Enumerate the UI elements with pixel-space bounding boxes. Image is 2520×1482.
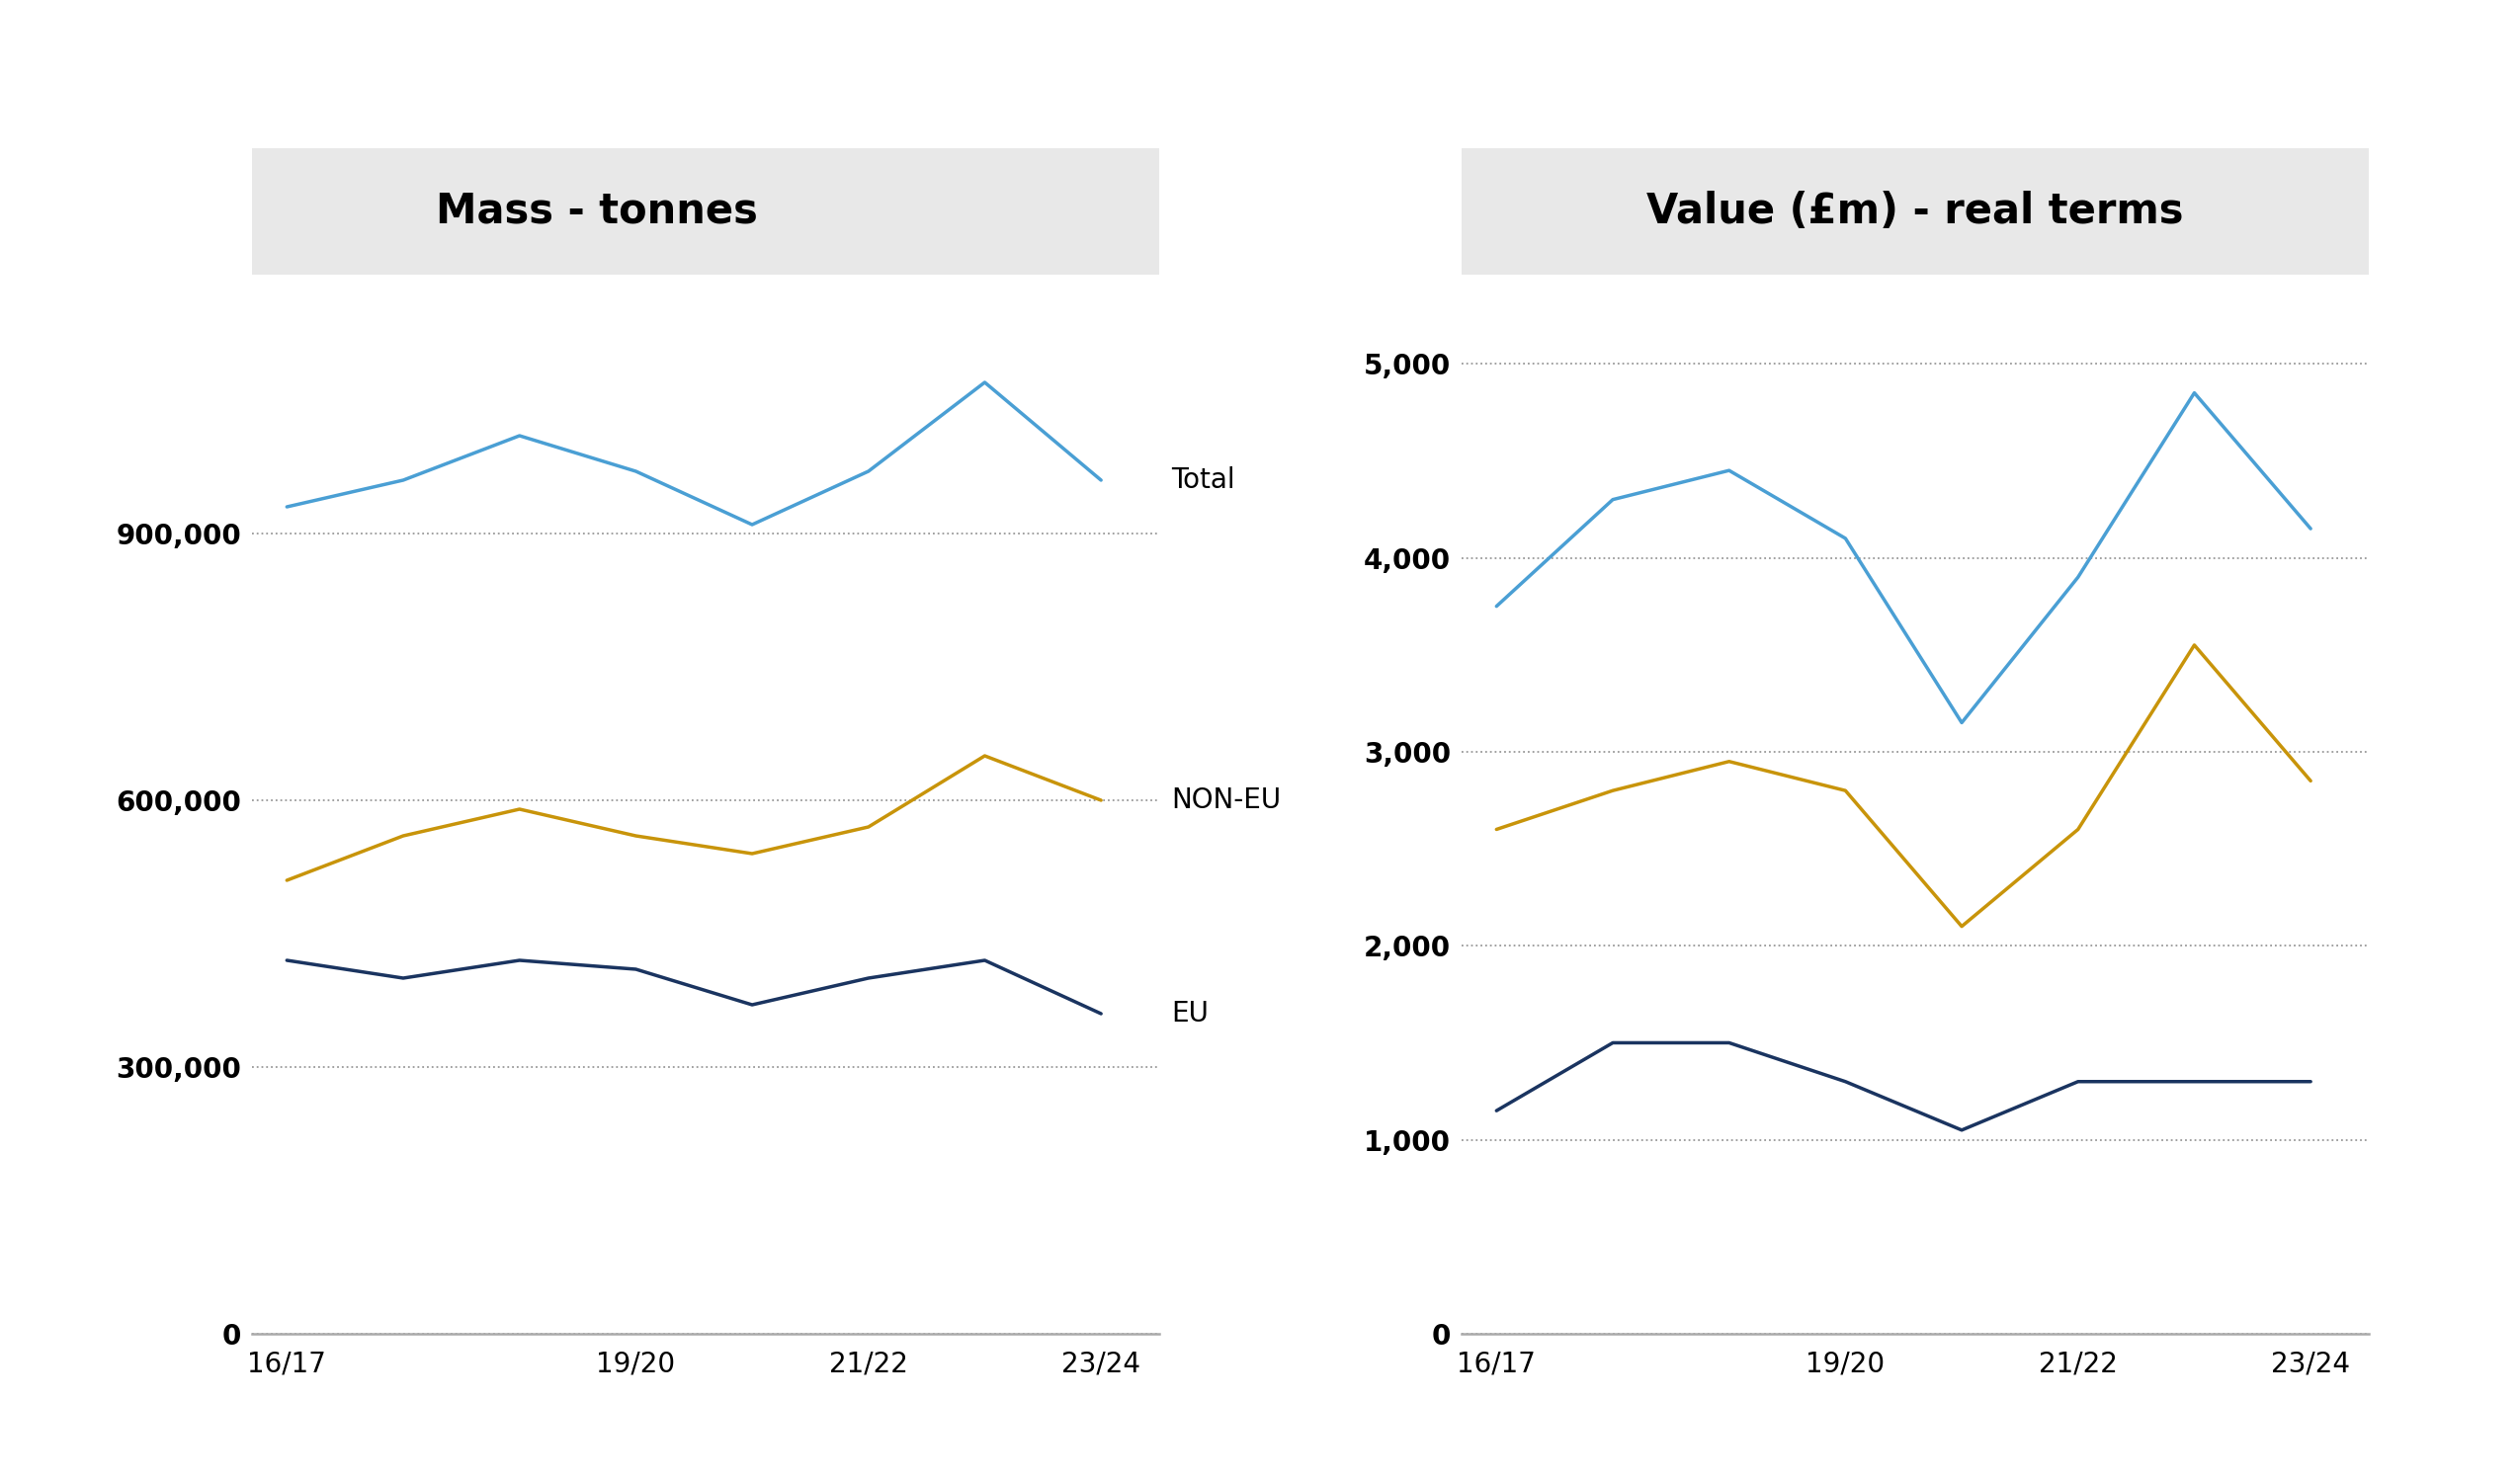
Text: EU: EU [1172, 1000, 1207, 1027]
Text: Mass - tonnes: Mass - tonnes [436, 191, 759, 233]
Text: NON-EU: NON-EU [1172, 787, 1280, 814]
Text: Total: Total [1172, 467, 1235, 494]
Text: Value (£m) - real terms: Value (£m) - real terms [1646, 191, 2185, 233]
